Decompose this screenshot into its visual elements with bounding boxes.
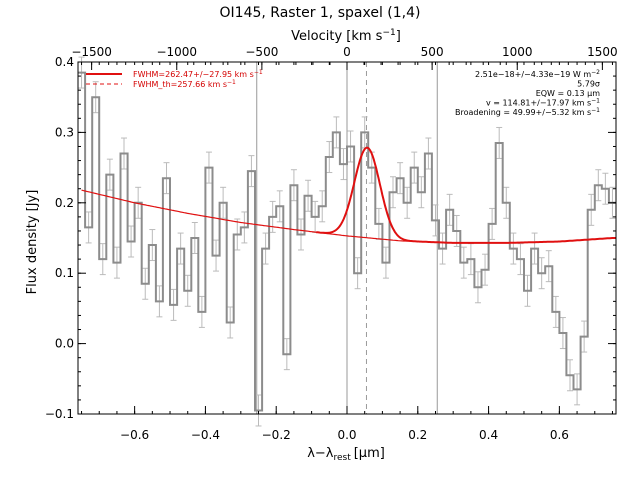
- y-axis-label: Flux density [Jy]: [25, 190, 40, 295]
- annotation-text: 5.79σ: [577, 80, 600, 89]
- y-tick-label: 0.2: [55, 196, 74, 210]
- velocity-tick-label: 1000: [502, 45, 533, 59]
- annotation-line: 2.51e−18+/−4.33e−19 W m−2: [475, 69, 600, 79]
- annotation-exp: −1: [591, 107, 600, 114]
- legend-entry-exp: −1: [254, 69, 263, 76]
- annotation-line: v = 114.81+/−17.97 km s−1: [486, 98, 600, 108]
- legend-entry-exp: −1: [227, 79, 236, 86]
- legend-entry: FWHM=262.47+/−27.95 km s−1: [133, 69, 263, 79]
- annotation-line: EQW = 0.13 μm: [536, 89, 600, 98]
- axis-ticks: −0.6 −0.4 −0.2 0.0 0.2 0.4 0.6−1500 −1000 −500 0 5…: [45, 45, 618, 442]
- legend-entry-text: FWHM=262.47+/−27.95 km s: [133, 70, 254, 79]
- x-axis-label: λ−λrest [μm]: [307, 446, 385, 463]
- x-tick-label: 0.0: [337, 428, 356, 442]
- x-tick-label: −0.6: [120, 428, 149, 442]
- velocity-tick-label: −1000: [156, 45, 197, 59]
- y-tick-label: −0.1: [45, 407, 74, 421]
- velocity-tick-label: −1500: [71, 45, 112, 59]
- y-tick-label: 0.4: [55, 55, 74, 69]
- gaussian-fit-line: [316, 146, 616, 244]
- fit-series: [81, 146, 616, 244]
- annotation-exp: −1: [591, 98, 600, 105]
- velocity-tick-label: −500: [245, 45, 278, 59]
- x-axis-label-unit: [μm]: [354, 446, 385, 461]
- y-tick-label: 0.1: [55, 266, 74, 280]
- y-tick-label: 0.3: [55, 125, 74, 139]
- x-axis-label-sub: rest: [333, 453, 351, 463]
- legend: FWHM=262.47+/−27.95 km s−1FWHM_th=257.66…: [86, 69, 263, 89]
- x-tick-label: −0.4: [191, 428, 220, 442]
- spectrum-series: [78, 71, 616, 412]
- y-tick-label: 0.0: [55, 337, 74, 351]
- top-axis-label-text: Velocity [km s: [291, 29, 383, 44]
- annotation-text: Broadening = 49.99+/−5.32 km s: [455, 108, 591, 117]
- velocity-tick-label: 1500: [587, 45, 618, 59]
- x-tick-label: 0.6: [550, 428, 569, 442]
- top-axis-label-close: ]: [396, 29, 401, 44]
- legend-entry: FWHM_th=257.66 km s−1: [133, 79, 236, 89]
- annotation-line: 5.79σ: [577, 80, 600, 89]
- x-axis-label-main: λ−λ: [307, 446, 334, 461]
- top-axis-label: Velocity [km s−1]: [291, 28, 401, 44]
- velocity-tick-label: 0: [343, 45, 351, 59]
- chart-title: OI145, Raster 1, spaxel (1,4): [220, 5, 421, 21]
- x-tick-label: 0.2: [408, 428, 427, 442]
- annotation-text: 2.51e−18+/−4.33e−19 W m: [475, 70, 591, 79]
- x-tick-label: −0.2: [262, 428, 291, 442]
- annotation-text: v = 114.81+/−17.97 km s: [486, 99, 591, 108]
- x-tick-label: 0.4: [479, 428, 498, 442]
- annotation-text: EQW = 0.13 μm: [536, 89, 600, 98]
- legend-entry-text: FWHM_th=257.66 km s: [133, 80, 227, 89]
- velocity-tick-label: 500: [421, 45, 444, 59]
- top-axis-label-exp: −1: [382, 28, 395, 38]
- annotation-line: Broadening = 49.99+/−5.32 km s−1: [455, 107, 600, 117]
- spectrum-line: [78, 71, 616, 412]
- annotation-exp: −2: [591, 69, 600, 76]
